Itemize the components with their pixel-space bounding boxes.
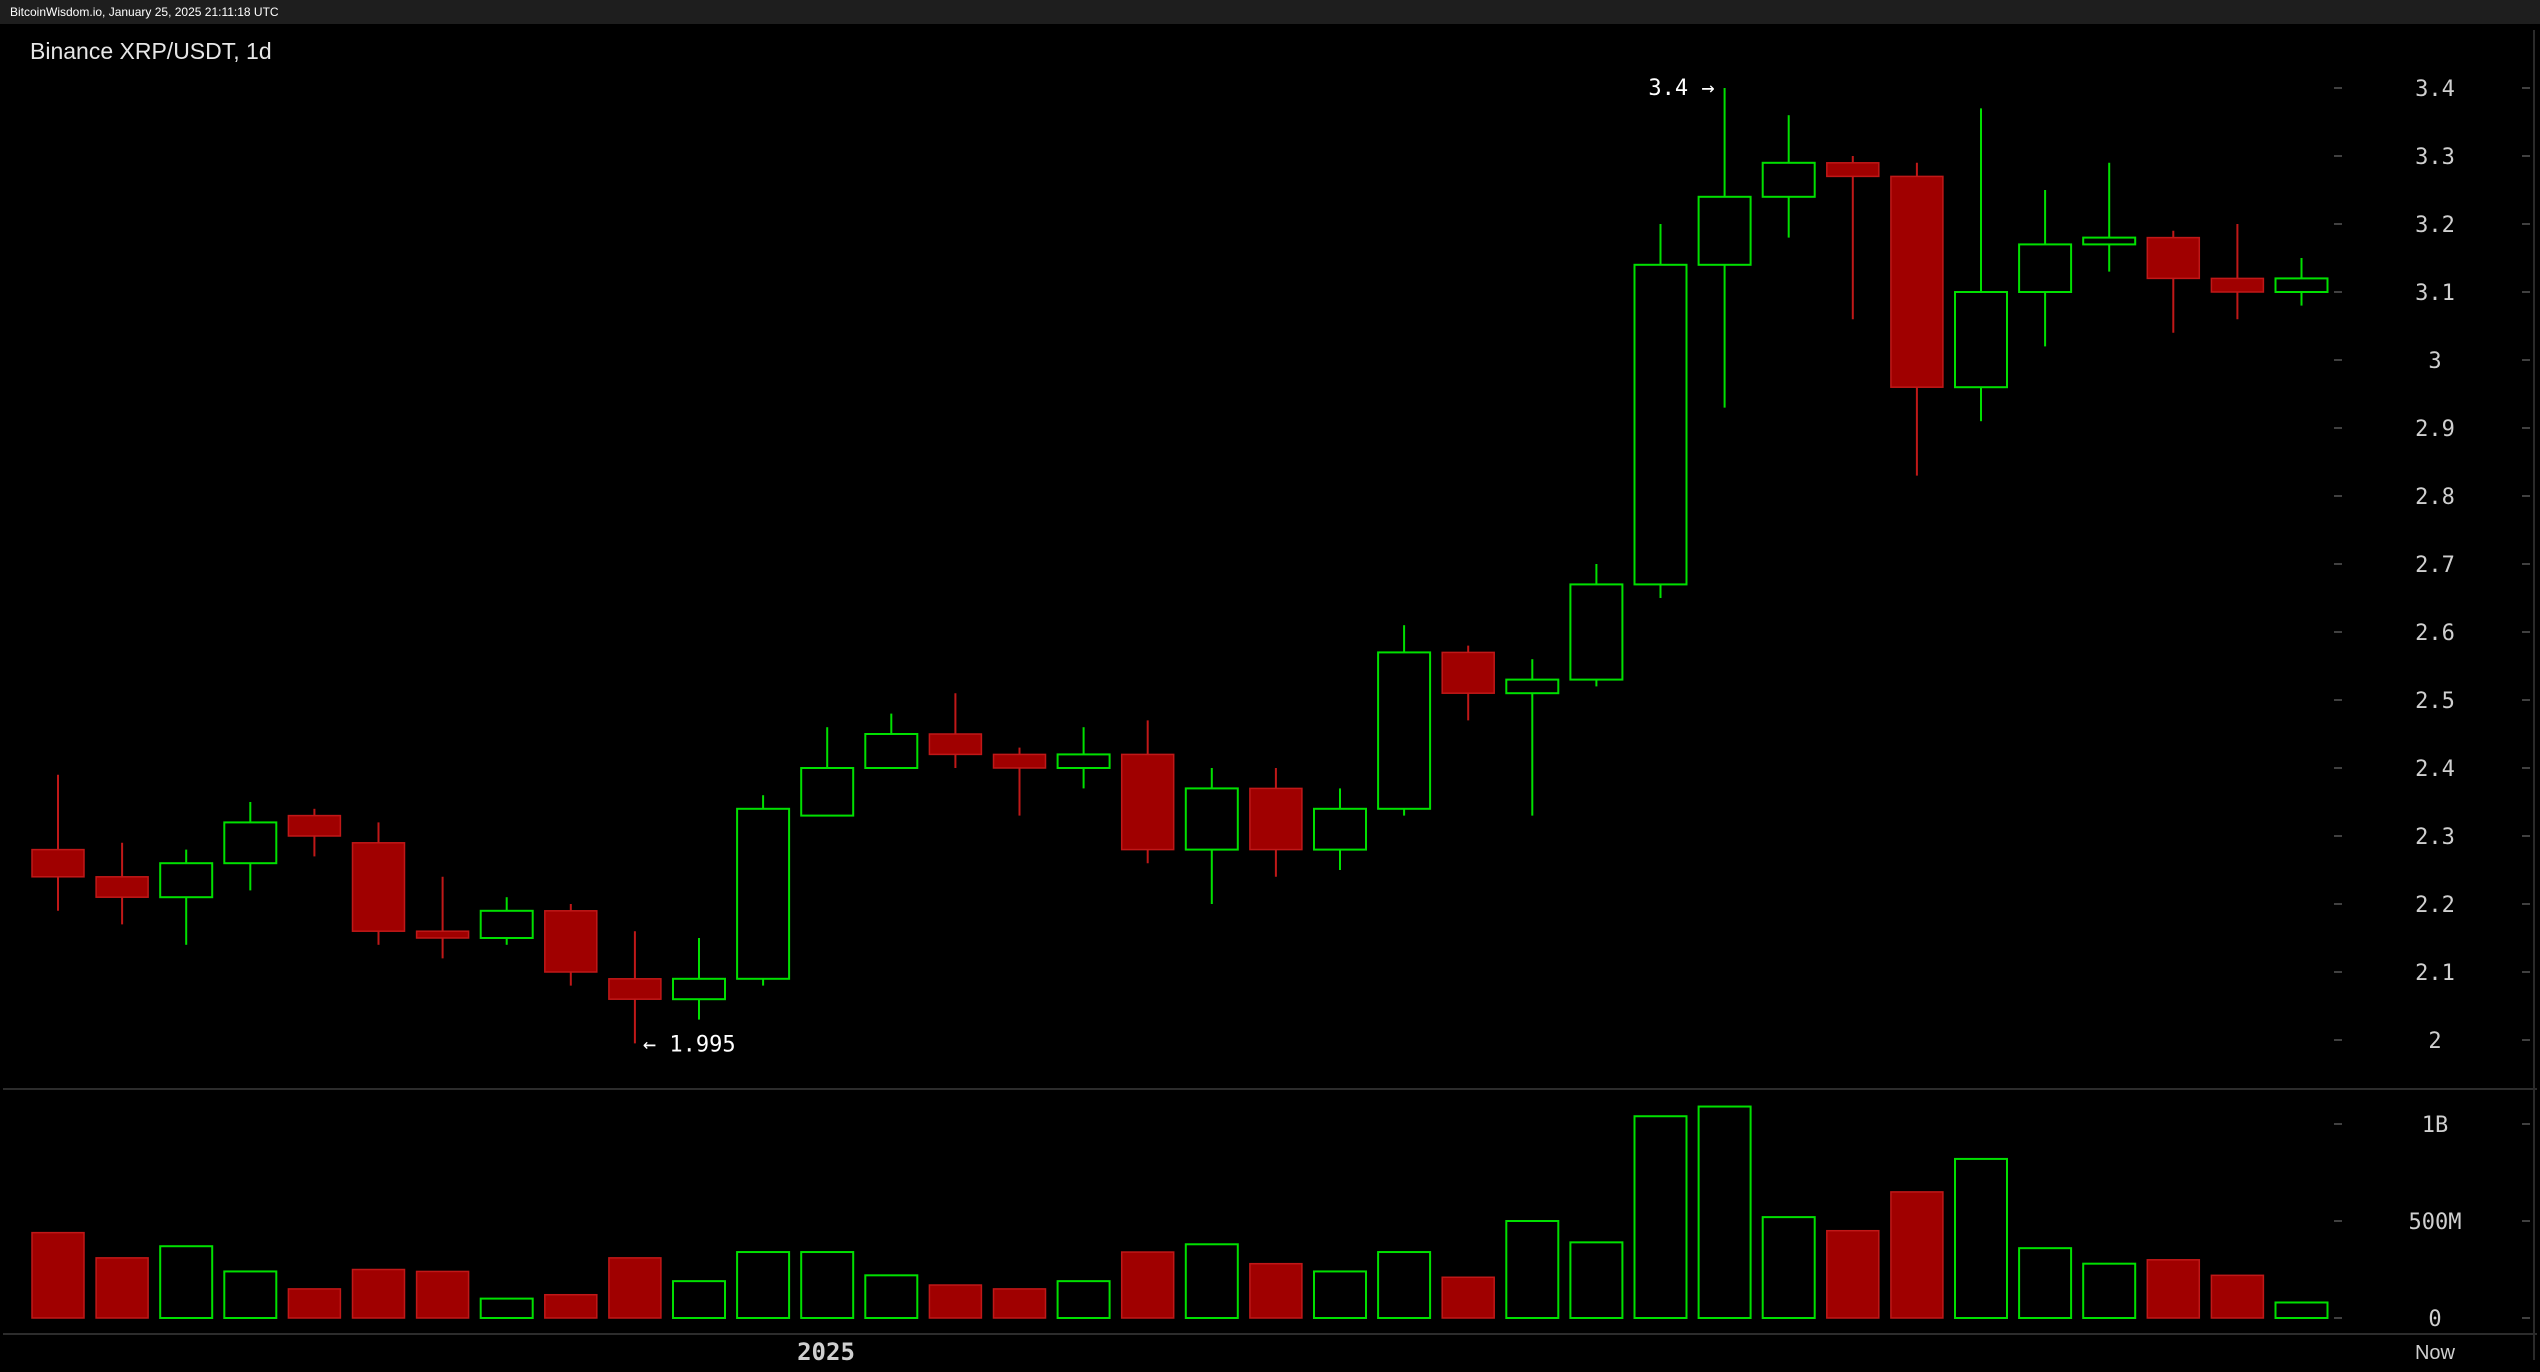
- candle-body-up: [1761, 161, 1816, 198]
- volume-bar-up: [1377, 1251, 1432, 1320]
- candle-body-down: [2146, 236, 2201, 280]
- candle-body-down: [415, 930, 470, 939]
- candle-body-up: [1377, 651, 1432, 810]
- candle-body-down: [544, 910, 598, 973]
- candle-body-up: [2082, 236, 2137, 246]
- candle-body-up: [864, 733, 919, 769]
- low-annotation: ← 1.995: [643, 1032, 736, 1057]
- volume-bar-up: [1761, 1216, 1816, 1319]
- volume-bar-up: [1313, 1270, 1367, 1319]
- candle-body-up: [2274, 277, 2329, 293]
- volume-bar-down: [544, 1293, 598, 1319]
- volume-bar-up: [1184, 1243, 1239, 1320]
- candle-body-down: [95, 876, 149, 898]
- volume-bar-down: [928, 1284, 983, 1319]
- volume-bar-up: [1056, 1280, 1111, 1320]
- volume-bar-down: [95, 1257, 149, 1319]
- candle-body-up: [2018, 243, 2073, 293]
- price-tick-label: 2.4: [2415, 757, 2455, 782]
- volume-bar-up: [1954, 1157, 2008, 1320]
- volume-bar-up: [1505, 1220, 1560, 1319]
- volume-bar-down: [287, 1288, 342, 1319]
- candle-body-up: [1697, 195, 1752, 266]
- candle-body-up: [672, 977, 726, 1001]
- volume-bar-up: [864, 1274, 919, 1319]
- volume-bar-up: [672, 1280, 726, 1320]
- candle-body-up: [736, 807, 791, 980]
- volume-bar-down: [1120, 1251, 1175, 1319]
- price-tick-label: 3.4: [2415, 77, 2455, 102]
- price-tick-label: 3.3: [2415, 145, 2455, 170]
- candle-body-down: [31, 848, 85, 878]
- price-tick-label: 2.7: [2415, 553, 2455, 578]
- volume-bar-down: [2146, 1259, 2201, 1319]
- candle-body-down: [1441, 651, 1495, 694]
- candle-body-down: [1249, 787, 1303, 851]
- price-tick-label: 2.8: [2415, 485, 2455, 510]
- candle-body-up: [1313, 807, 1367, 851]
- candle-body-up: [159, 862, 214, 899]
- price-tick-label: 2.3: [2415, 825, 2455, 850]
- volume-bar-up: [159, 1245, 214, 1319]
- volume-bar-down: [1826, 1229, 1880, 1319]
- candle-body-down: [608, 978, 662, 1000]
- candle-body-down: [351, 842, 406, 932]
- volume-bar-up: [2082, 1262, 2137, 1320]
- volume-bar-down: [1249, 1262, 1303, 1319]
- source-timestamp: BitcoinWisdom.io, January 25, 2025 21:11…: [10, 5, 279, 19]
- price-tick-label: 2: [2428, 1029, 2441, 1054]
- volume-tick-label: 500M: [2409, 1210, 2462, 1235]
- candle-body-up: [223, 821, 278, 865]
- volume-bar-up: [2274, 1301, 2329, 1319]
- volume-bar-up: [479, 1297, 534, 1319]
- volume-bar-down: [31, 1231, 85, 1319]
- volume-tick-label: 1B: [2422, 1113, 2449, 1138]
- price-tick-label: 3: [2428, 349, 2441, 374]
- candle-body-up: [1056, 753, 1111, 770]
- volume-bar-down: [1441, 1276, 1495, 1319]
- candle-body-up: [1505, 678, 1560, 695]
- price-tick-label: 2.9: [2415, 417, 2455, 442]
- candle-body-down: [1826, 162, 1880, 178]
- volume-bar-up: [800, 1251, 855, 1320]
- candle-body-down: [287, 814, 342, 837]
- candle-body-down: [2210, 277, 2265, 293]
- price-tick-label: 2.2: [2415, 893, 2455, 918]
- candle-body-up: [1633, 263, 1688, 586]
- x-label-year: 2025: [797, 1338, 855, 1366]
- volume-bar-up: [2018, 1247, 2073, 1320]
- volume-bar-down: [992, 1288, 1047, 1319]
- price-tick-label: 2.1: [2415, 961, 2455, 986]
- volume-bar-up: [1569, 1241, 1624, 1319]
- volume-tick-label: 0: [2428, 1307, 2441, 1332]
- x-label-now: Now: [2415, 1342, 2456, 1364]
- volume-bar-down: [2210, 1274, 2265, 1319]
- price-tick-label: 3.2: [2415, 213, 2455, 238]
- chart-title: Binance XRP/USDT, 1d: [30, 38, 272, 64]
- top-bar: BitcoinWisdom.io, January 25, 2025 21:11…: [0, 0, 2540, 24]
- volume-bar-up: [1633, 1115, 1688, 1319]
- candle-body-down: [928, 733, 983, 756]
- volume-bar-down: [415, 1270, 470, 1319]
- candle-body-up: [800, 767, 855, 817]
- candle-body-up: [1954, 291, 2008, 389]
- candle-body-up: [1569, 583, 1624, 681]
- candle-body-up: [479, 909, 534, 939]
- candle-body-up: [1184, 787, 1239, 851]
- candle-body-down: [992, 753, 1047, 769]
- high-annotation: 3.4 →: [1648, 76, 1714, 101]
- candle-body-down: [1890, 175, 1944, 388]
- chart-frame: [3, 24, 2537, 1369]
- volume-bar-down: [1890, 1191, 1944, 1319]
- volume-bar-up: [223, 1270, 278, 1319]
- volume-bar-down: [608, 1257, 662, 1319]
- volume-bar-up: [736, 1251, 791, 1320]
- price-tick-label: 3.1: [2415, 281, 2455, 306]
- volume-bar-up: [1697, 1105, 1752, 1320]
- candle-body-down: [1120, 753, 1175, 851]
- price-tick-label: 2.5: [2415, 689, 2455, 714]
- volume-bar-down: [351, 1268, 406, 1319]
- price-tick-label: 2.6: [2415, 621, 2455, 646]
